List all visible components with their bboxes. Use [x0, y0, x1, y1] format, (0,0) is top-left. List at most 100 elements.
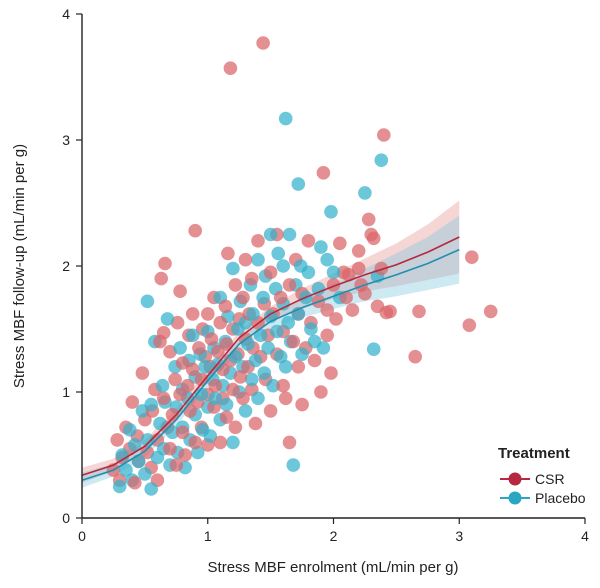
data-point-placebo: [320, 252, 335, 267]
data-point-placebo: [241, 337, 255, 351]
data-point-placebo: [291, 177, 306, 191]
data-point-placebo: [251, 252, 265, 267]
data-point-csr: [154, 271, 168, 286]
data-point-csr: [221, 246, 235, 261]
data-point-csr: [314, 385, 328, 399]
data-point-placebo: [248, 353, 263, 368]
data-point-placebo: [263, 227, 278, 242]
data-point-csr: [282, 435, 297, 450]
data-point-csr: [213, 435, 228, 450]
data-point-csr: [291, 360, 306, 374]
data-point-csr: [183, 404, 197, 418]
data-point-csr: [175, 356, 190, 370]
data-point-csr: [213, 315, 228, 330]
data-point-placebo: [226, 435, 240, 450]
data-point-csr: [204, 332, 219, 346]
y-tick-label: 0: [62, 510, 70, 526]
data-point-placebo: [282, 227, 297, 242]
data-points: [106, 36, 498, 496]
data-point-csr: [158, 256, 172, 271]
data-point-placebo: [150, 450, 165, 465]
data-point-csr: [178, 448, 192, 462]
data-point-csr: [236, 290, 250, 305]
ticks: 0 1 2 3 4 0 1 2 3 4: [62, 6, 589, 544]
data-point-placebo: [140, 294, 155, 309]
data-point-placebo: [131, 454, 146, 469]
data-point-placebo: [257, 366, 272, 380]
data-point-csr: [276, 378, 291, 393]
data-point-placebo: [208, 391, 223, 406]
legend-placebo-marker: [508, 491, 522, 505]
data-point-csr: [223, 61, 238, 75]
data-point-csr: [165, 407, 180, 422]
data-point-csr: [163, 441, 177, 456]
data-point-csr: [188, 435, 202, 450]
data-point-csr: [168, 372, 182, 387]
x-axis-title: Stress MBF enrolment (mL/min per g): [208, 559, 459, 576]
data-point-placebo: [304, 322, 318, 336]
data-point-csr: [156, 391, 171, 406]
data-point-csr: [412, 304, 426, 319]
data-point-csr: [341, 268, 356, 282]
data-point-csr: [219, 337, 234, 351]
data-point-placebo: [286, 458, 301, 472]
data-point-csr: [153, 334, 167, 349]
data-point-csr: [169, 458, 184, 472]
data-point-placebo: [140, 433, 155, 447]
fit-line-csr: [81, 236, 460, 476]
data-point-csr: [211, 344, 225, 359]
data-point-csr: [462, 318, 477, 333]
data-point-placebo: [245, 372, 259, 387]
legend-csr-marker: [508, 472, 522, 486]
data-point-placebo: [276, 259, 291, 273]
data-point-placebo: [278, 111, 293, 126]
data-point-placebo: [144, 482, 158, 496]
data-point-csr: [135, 366, 150, 380]
data-point-csr: [219, 410, 234, 425]
y-tick-label: 2: [62, 258, 70, 274]
data-point-csr: [226, 382, 240, 397]
data-point-csr: [175, 425, 190, 440]
data-point-placebo: [203, 429, 218, 443]
data-point-placebo: [112, 479, 127, 494]
x-tick-label: 3: [455, 528, 463, 544]
data-point-csr: [273, 290, 288, 305]
data-point-csr: [228, 278, 243, 292]
data-point-csr: [110, 433, 124, 447]
data-point-placebo: [231, 322, 245, 336]
data-point-csr: [128, 475, 142, 490]
data-point-csr: [173, 284, 187, 299]
data-point-placebo: [165, 425, 180, 440]
x-tick-label: 4: [581, 528, 589, 544]
data-point-placebo: [256, 290, 270, 305]
data-point-csr: [228, 420, 243, 435]
y-tick-label: 4: [62, 6, 70, 22]
data-point-csr: [218, 299, 233, 314]
data-point-csr: [263, 265, 278, 280]
x-tick-label: 1: [204, 528, 212, 544]
data-point-placebo: [278, 360, 293, 374]
data-point-placebo: [261, 341, 275, 355]
data-point-csr: [208, 378, 223, 393]
legend-entry-placebo: Placebo: [500, 490, 586, 506]
data-point-placebo: [374, 153, 389, 167]
data-point-csr: [383, 304, 397, 319]
data-point-csr: [324, 366, 338, 380]
legend-csr-label: CSR: [535, 471, 565, 487]
data-point-csr: [361, 212, 376, 227]
data-point-placebo: [270, 324, 284, 339]
data-point-csr: [316, 166, 331, 180]
data-point-placebo: [253, 328, 268, 343]
fit-lines: [81, 236, 460, 481]
data-point-csr: [236, 391, 250, 406]
fit-line-placebo: [81, 248, 460, 481]
data-point-csr: [339, 290, 353, 305]
data-point-csr: [329, 312, 343, 326]
y-tick-label: 1: [62, 384, 70, 400]
data-point-placebo: [314, 240, 328, 254]
data-point-placebo: [128, 438, 142, 452]
data-point-placebo: [295, 347, 309, 362]
data-point-csr: [320, 328, 335, 343]
data-point-csr: [125, 395, 140, 409]
